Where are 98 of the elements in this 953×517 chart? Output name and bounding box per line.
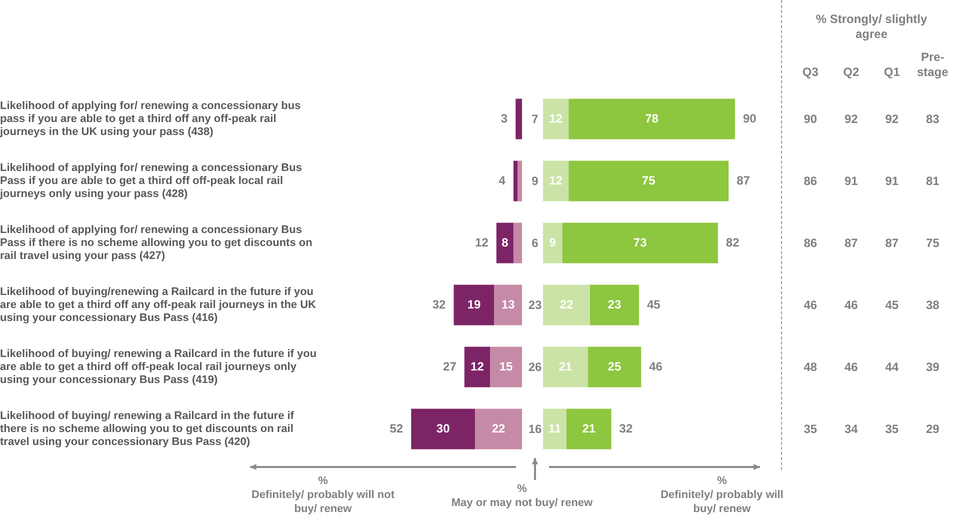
data-label: 30 bbox=[436, 421, 450, 436]
data-label: 9 bbox=[530, 174, 540, 188]
data-label: 9 bbox=[549, 235, 556, 250]
data-label: 22 bbox=[560, 297, 574, 312]
data-label: 92 bbox=[884, 112, 900, 126]
data-label: 34 bbox=[843, 422, 859, 436]
data-label: 44 bbox=[884, 360, 900, 374]
bar bbox=[494, 284, 522, 326]
y-tick-label: Likelihood of applying for/ renewing a concessionary bus pass if you are able to get a third off any off-peak rail journeys in the UK using your pass (438) bbox=[0, 100, 301, 138]
data-label: 12 bbox=[549, 173, 563, 188]
total-label: 3 bbox=[500, 111, 508, 126]
total-label: 52 bbox=[390, 421, 404, 436]
data-label: 90 bbox=[802, 112, 818, 126]
total-label: 27 bbox=[443, 359, 457, 374]
data-label: 6 bbox=[530, 236, 540, 250]
data-label: 23 bbox=[608, 297, 622, 312]
data-label: 13 bbox=[501, 297, 516, 312]
data-label: 21 bbox=[582, 421, 596, 436]
bar bbox=[543, 408, 566, 450]
bar bbox=[518, 160, 522, 202]
bar bbox=[513, 160, 518, 202]
bar bbox=[513, 222, 522, 264]
x-tick-label: Q3 bbox=[801, 65, 820, 80]
x-axis-title: % Definitely/ probably will not buy/ renew bbox=[250, 474, 396, 516]
bar bbox=[496, 222, 514, 264]
data-label: 73 bbox=[633, 235, 648, 250]
y-tick-label: Likelihood of applying for/ renewing a concessionary Bus Pass if there is no scheme allowing you to get discounts on rail travel using your pass (427) bbox=[0, 224, 313, 262]
total-label: 46 bbox=[649, 359, 663, 374]
bar bbox=[588, 346, 642, 388]
y-tick-label: Likelihood of applying for/ renewing a concessionary Bus Pass if you are able to get a third off off-peak local rail journeys only using your pass (428) bbox=[0, 162, 302, 200]
bar bbox=[568, 98, 735, 140]
bar bbox=[590, 284, 639, 326]
data-label: 16 bbox=[527, 422, 543, 436]
x-axis-title: % Definitely/ probably will buy/ renew bbox=[660, 474, 784, 516]
data-label: 91 bbox=[884, 174, 900, 188]
bar bbox=[566, 408, 612, 450]
data-label: 11 bbox=[548, 421, 562, 436]
data-label: 35 bbox=[884, 422, 900, 436]
bar bbox=[543, 346, 588, 388]
data-label: 35 bbox=[802, 422, 818, 436]
total-label: 90 bbox=[743, 111, 757, 126]
data-label: 38 bbox=[924, 298, 940, 312]
x-tick-label: Q1 bbox=[882, 65, 901, 80]
data-label: 39 bbox=[924, 360, 940, 374]
y-tick-label: Likelihood of buying/renewing a Railcard in the future if you are able to get a third off any off-peak rail journeys in the UK using your concessionary Bus Pass (416) bbox=[0, 286, 316, 324]
total-label: 4 bbox=[498, 173, 506, 188]
total-label: 87 bbox=[736, 173, 750, 188]
bar bbox=[411, 408, 476, 450]
chart-title: % Strongly/ slightly agree bbox=[814, 12, 928, 42]
data-label: 22 bbox=[492, 421, 506, 436]
bar bbox=[454, 284, 494, 326]
data-label: 48 bbox=[802, 360, 818, 374]
data-label: 46 bbox=[843, 298, 859, 312]
data-label: 7 bbox=[530, 112, 540, 126]
x-tick-label: Q2 bbox=[842, 65, 860, 80]
total-label: 82 bbox=[726, 235, 740, 250]
y-tick-label: Likelihood of buying/ renewing a Railcard in the future if there is no scheme allowing you to get discounts on rail travel using your concessionary Bus Pass (420) bbox=[0, 410, 294, 448]
data-label: 92 bbox=[843, 112, 859, 126]
total-label: 45 bbox=[647, 297, 661, 312]
data-label: 29 bbox=[924, 422, 940, 436]
data-label: 19 bbox=[467, 297, 481, 312]
data-label: 15 bbox=[499, 359, 513, 374]
data-label: 86 bbox=[802, 174, 818, 188]
bar bbox=[464, 346, 490, 388]
data-label: 12 bbox=[470, 359, 484, 374]
x-tick-label: Pre-stage bbox=[916, 50, 950, 80]
data-label: 91 bbox=[843, 174, 859, 188]
y-tick-label: Likelihood of buying/ renewing a Railcard in the future if you are able to get a third off off-peak local rail journeys only using your concessionary Bus Pass (419) bbox=[0, 348, 317, 386]
data-label: 75 bbox=[924, 236, 940, 250]
data-label: 86 bbox=[802, 236, 818, 250]
data-label: 83 bbox=[924, 112, 940, 126]
bar bbox=[543, 98, 569, 140]
bar bbox=[475, 408, 522, 450]
data-label: 46 bbox=[802, 298, 818, 312]
data-label: 75 bbox=[642, 173, 656, 188]
bar bbox=[562, 222, 718, 264]
bar bbox=[516, 98, 522, 140]
total-label: 32 bbox=[619, 421, 633, 436]
data-label: 21 bbox=[558, 359, 572, 374]
text: % May or may not buy/ renew bbox=[450, 482, 594, 510]
data-label: 23 bbox=[527, 298, 543, 312]
data-label: 87 bbox=[884, 236, 900, 250]
data-label: 87 bbox=[843, 236, 859, 250]
data-label: 25 bbox=[608, 359, 622, 374]
data-label: 81 bbox=[924, 174, 940, 188]
data-label: 8 bbox=[502, 235, 509, 250]
data-label: 45 bbox=[884, 298, 900, 312]
total-label: 12 bbox=[475, 235, 489, 250]
data-label: 26 bbox=[527, 360, 543, 374]
data-label: 12 bbox=[549, 111, 563, 126]
data-label: 78 bbox=[645, 111, 659, 126]
bar bbox=[490, 346, 522, 388]
bar bbox=[543, 284, 590, 326]
bar bbox=[543, 222, 562, 264]
total-label: 32 bbox=[432, 297, 446, 312]
data-label: 46 bbox=[843, 360, 859, 374]
bar bbox=[543, 160, 569, 202]
bar bbox=[568, 160, 729, 202]
